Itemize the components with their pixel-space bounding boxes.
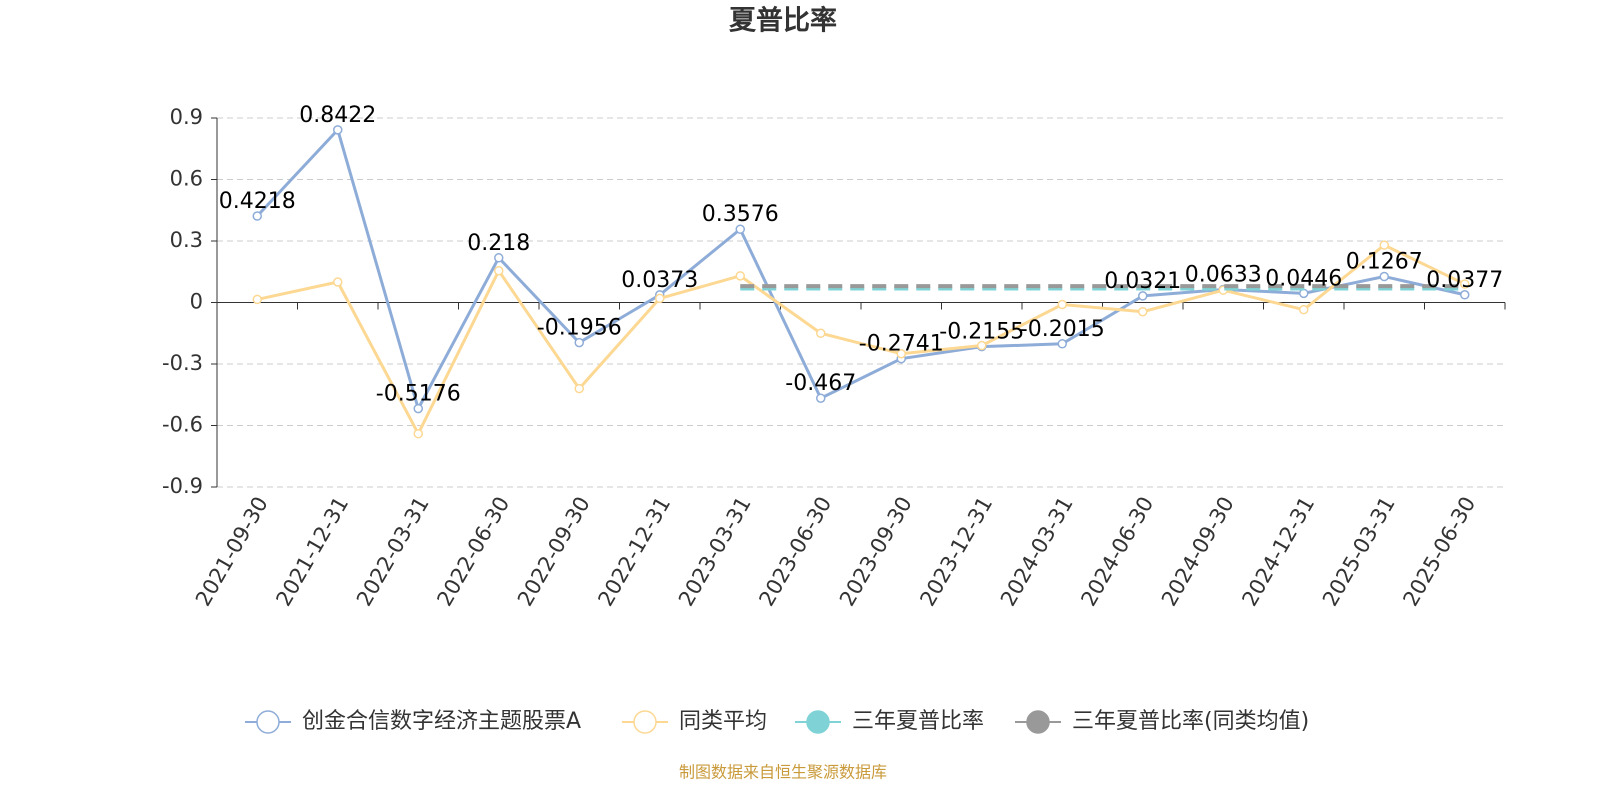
x-tick-label: 2022-06-30 — [432, 493, 514, 611]
point — [494, 253, 504, 263]
x-tick-label: 2024-03-31 — [996, 493, 1078, 611]
legend-label: 三年夏普比率 — [852, 709, 984, 734]
chart-title: 夏普比率 — [729, 5, 837, 37]
x-tick-label: 2025-03-31 — [1318, 493, 1400, 611]
x-tick-label: 2023-03-31 — [674, 493, 756, 611]
point — [1460, 279, 1470, 289]
data-label: 0.3576 — [702, 202, 779, 227]
x-tick-label: 2024-06-30 — [1076, 493, 1158, 611]
data-label: 0.0373 — [621, 268, 698, 293]
x-tick-label: 2022-12-31 — [593, 493, 675, 611]
data-label: -0.5176 — [376, 382, 461, 407]
point — [333, 125, 343, 135]
point — [252, 211, 262, 221]
x-tick-label: 2025-06-30 — [1398, 493, 1480, 611]
point — [816, 393, 826, 403]
data-label: -0.467 — [785, 371, 856, 396]
y-tick-label: 0.3 — [170, 228, 203, 252]
point — [896, 349, 906, 359]
x-tick-label: 2023-12-31 — [915, 493, 997, 611]
data-label: 0.0321 — [1104, 269, 1181, 294]
point — [574, 383, 584, 394]
legend-label: 同类平均 — [679, 709, 767, 734]
series-line — [256, 243, 1466, 437]
point — [655, 293, 665, 304]
point — [1299, 304, 1309, 315]
data-label: 0.0446 — [1265, 266, 1342, 291]
data-label: -0.2155 — [939, 320, 1024, 345]
x-tick-label: 2022-03-31 — [352, 493, 434, 611]
x-tick-label: 2024-12-31 — [1237, 493, 1319, 611]
point — [1379, 240, 1389, 250]
point — [977, 340, 987, 351]
point — [574, 337, 584, 348]
y-tick-label: 0.6 — [170, 167, 203, 191]
point — [735, 271, 745, 281]
legend-marker — [806, 710, 830, 734]
point — [1379, 271, 1389, 282]
point — [1138, 306, 1148, 317]
y-tick-label: 0 — [190, 290, 203, 314]
x-tick-label: 2021-09-30 — [191, 493, 273, 611]
point — [1057, 339, 1067, 349]
x-tick-label: 2022-09-30 — [513, 493, 595, 611]
data-label: 0.0633 — [1185, 263, 1262, 288]
series-line — [256, 126, 1466, 413]
data-label: 0.218 — [467, 231, 530, 256]
point — [413, 428, 423, 439]
y-tick-label: -0.3 — [162, 351, 203, 375]
footer: 制图数据来自恒生聚源数据库 — [679, 763, 887, 782]
x-tick-label: 2021-12-31 — [271, 493, 353, 611]
data-label: -0.1956 — [537, 316, 622, 341]
point — [735, 224, 745, 234]
point — [1057, 299, 1067, 310]
y-tick-label: -0.9 — [162, 474, 203, 498]
legend-marker — [633, 710, 657, 734]
legend-marker — [256, 710, 280, 734]
point — [333, 277, 343, 287]
legend-marker — [1026, 710, 1050, 734]
data-label: -0.2741 — [859, 332, 944, 357]
x-tick-label: 2023-09-30 — [835, 493, 917, 611]
data-label: -0.2015 — [1020, 317, 1105, 342]
point — [816, 328, 826, 338]
data-label: 0.8422 — [299, 103, 376, 128]
legend-label: 三年夏普比率(同类均值) — [1072, 709, 1309, 734]
point — [252, 294, 262, 305]
data-label: 0.4218 — [219, 189, 296, 214]
x-tick-label: 2024-09-30 — [1157, 493, 1239, 611]
data-label: 0.1267 — [1346, 250, 1423, 275]
point — [1138, 291, 1148, 301]
y-tick-label: -0.6 — [162, 413, 203, 437]
y-tick-label: 0.9 — [170, 105, 203, 129]
point — [1460, 290, 1470, 300]
legend-label: 创金合信数字经济主题股票A — [302, 709, 581, 734]
data-label: 0.0377 — [1426, 268, 1503, 293]
point — [413, 403, 423, 414]
point — [494, 265, 504, 276]
x-tick-label: 2023-06-30 — [754, 493, 836, 611]
